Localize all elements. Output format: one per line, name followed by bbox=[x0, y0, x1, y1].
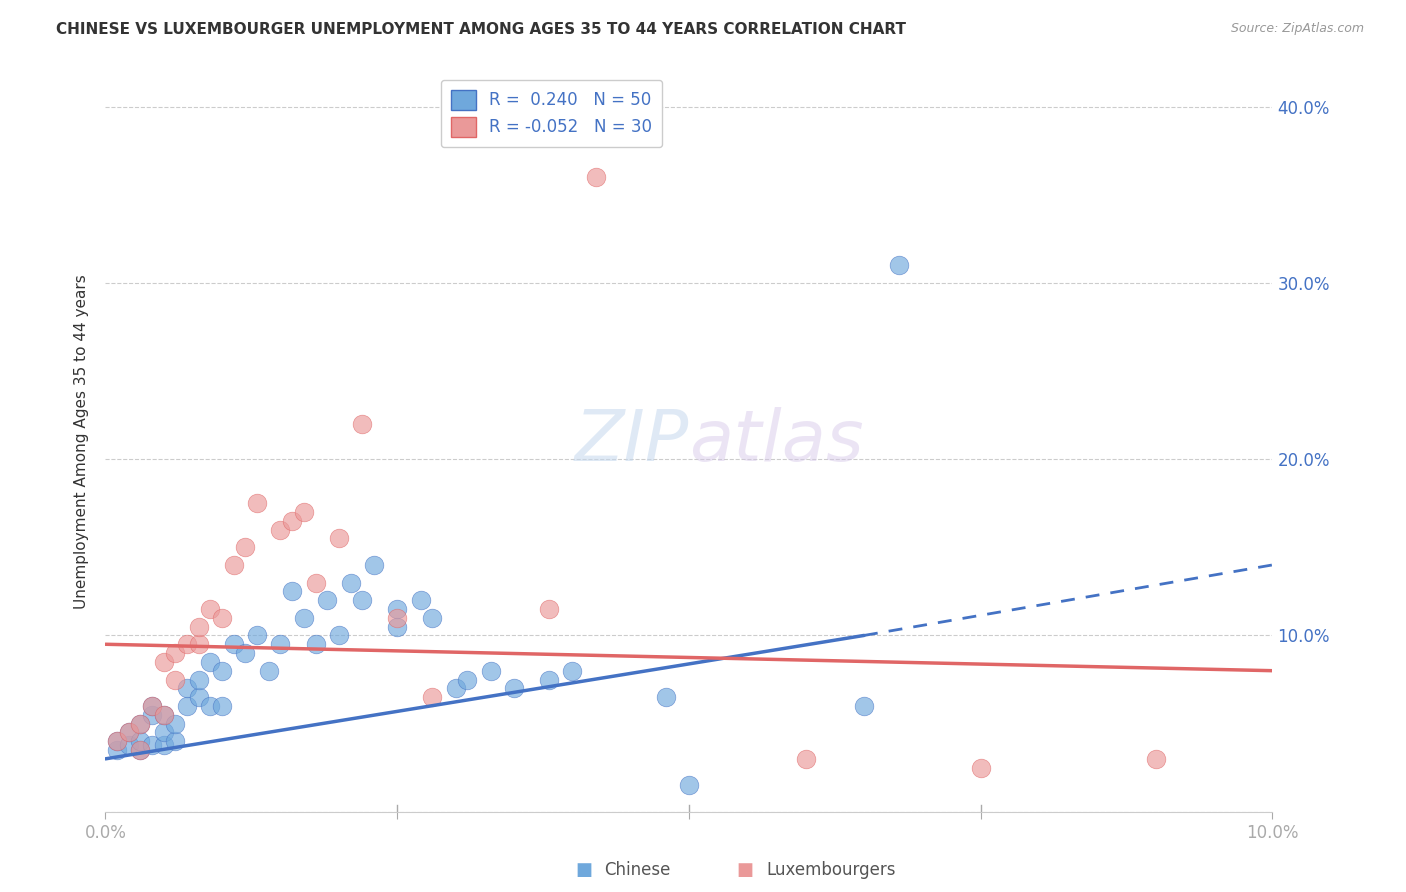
Point bbox=[502, 681, 524, 696]
Text: ZIP: ZIP bbox=[575, 407, 689, 476]
Point bbox=[118, 725, 141, 739]
Point bbox=[456, 673, 478, 687]
Point bbox=[118, 738, 141, 752]
Point bbox=[257, 664, 280, 678]
Point bbox=[352, 593, 374, 607]
Text: Luxembourgers: Luxembourgers bbox=[766, 861, 896, 879]
Point bbox=[385, 602, 408, 616]
Point bbox=[654, 690, 676, 705]
Point bbox=[153, 738, 174, 752]
Point bbox=[852, 698, 875, 713]
Point bbox=[129, 743, 152, 757]
Legend: R =  0.240   N = 50, R = -0.052   N = 30: R = 0.240 N = 50, R = -0.052 N = 30 bbox=[440, 79, 662, 147]
Point bbox=[222, 558, 245, 572]
Point bbox=[304, 637, 326, 651]
Point bbox=[105, 734, 128, 748]
Text: ■: ■ bbox=[737, 861, 754, 879]
Point bbox=[200, 698, 222, 713]
Text: CHINESE VS LUXEMBOURGER UNEMPLOYMENT AMONG AGES 35 TO 44 YEARS CORRELATION CHART: CHINESE VS LUXEMBOURGER UNEMPLOYMENT AMO… bbox=[56, 22, 907, 37]
Point bbox=[292, 505, 315, 519]
Point bbox=[222, 637, 245, 651]
Point bbox=[969, 761, 991, 775]
Point bbox=[339, 575, 361, 590]
Point bbox=[678, 778, 700, 792]
Point bbox=[187, 619, 209, 633]
Point bbox=[118, 725, 141, 739]
Text: Chinese: Chinese bbox=[605, 861, 671, 879]
Point bbox=[211, 698, 233, 713]
Point bbox=[246, 628, 269, 642]
Point bbox=[304, 575, 326, 590]
Point bbox=[153, 655, 174, 669]
Text: ■: ■ bbox=[575, 861, 592, 879]
Point bbox=[187, 690, 209, 705]
Point bbox=[385, 611, 408, 625]
Point bbox=[409, 593, 432, 607]
Point bbox=[141, 707, 163, 722]
Point bbox=[537, 673, 560, 687]
Point bbox=[281, 584, 304, 599]
Point bbox=[328, 532, 350, 546]
Point bbox=[141, 698, 163, 713]
Point bbox=[105, 734, 128, 748]
Point bbox=[141, 738, 163, 752]
Text: atlas: atlas bbox=[689, 407, 863, 476]
Point bbox=[141, 698, 163, 713]
Point bbox=[129, 743, 152, 757]
Point bbox=[211, 664, 233, 678]
Point bbox=[129, 734, 152, 748]
Point bbox=[1144, 752, 1167, 766]
Point bbox=[269, 523, 292, 537]
Point bbox=[444, 681, 467, 696]
Point bbox=[352, 417, 374, 431]
Point bbox=[363, 558, 385, 572]
Point bbox=[176, 681, 198, 696]
Text: Source: ZipAtlas.com: Source: ZipAtlas.com bbox=[1230, 22, 1364, 36]
Point bbox=[165, 673, 187, 687]
Point bbox=[187, 637, 209, 651]
Point bbox=[129, 716, 152, 731]
Point bbox=[200, 655, 222, 669]
Point bbox=[235, 646, 257, 660]
Point bbox=[292, 611, 315, 625]
Point bbox=[105, 743, 128, 757]
Point bbox=[176, 637, 198, 651]
Point bbox=[420, 611, 443, 625]
Point bbox=[211, 611, 233, 625]
Point bbox=[187, 673, 209, 687]
Y-axis label: Unemployment Among Ages 35 to 44 years: Unemployment Among Ages 35 to 44 years bbox=[75, 274, 90, 609]
Point bbox=[585, 170, 607, 185]
Point bbox=[328, 628, 350, 642]
Point bbox=[200, 602, 222, 616]
Point bbox=[420, 690, 443, 705]
Point bbox=[479, 664, 502, 678]
Point bbox=[385, 619, 408, 633]
Point bbox=[561, 664, 583, 678]
Point bbox=[153, 707, 174, 722]
Point bbox=[316, 593, 339, 607]
Point bbox=[153, 707, 174, 722]
Point bbox=[246, 496, 269, 510]
Point bbox=[129, 716, 152, 731]
Point bbox=[887, 258, 910, 272]
Point bbox=[176, 698, 198, 713]
Point bbox=[165, 734, 187, 748]
Point bbox=[165, 716, 187, 731]
Point bbox=[153, 725, 174, 739]
Point bbox=[281, 514, 304, 528]
Point bbox=[794, 752, 817, 766]
Point bbox=[537, 602, 560, 616]
Point bbox=[269, 637, 292, 651]
Point bbox=[165, 646, 187, 660]
Point bbox=[235, 541, 257, 555]
